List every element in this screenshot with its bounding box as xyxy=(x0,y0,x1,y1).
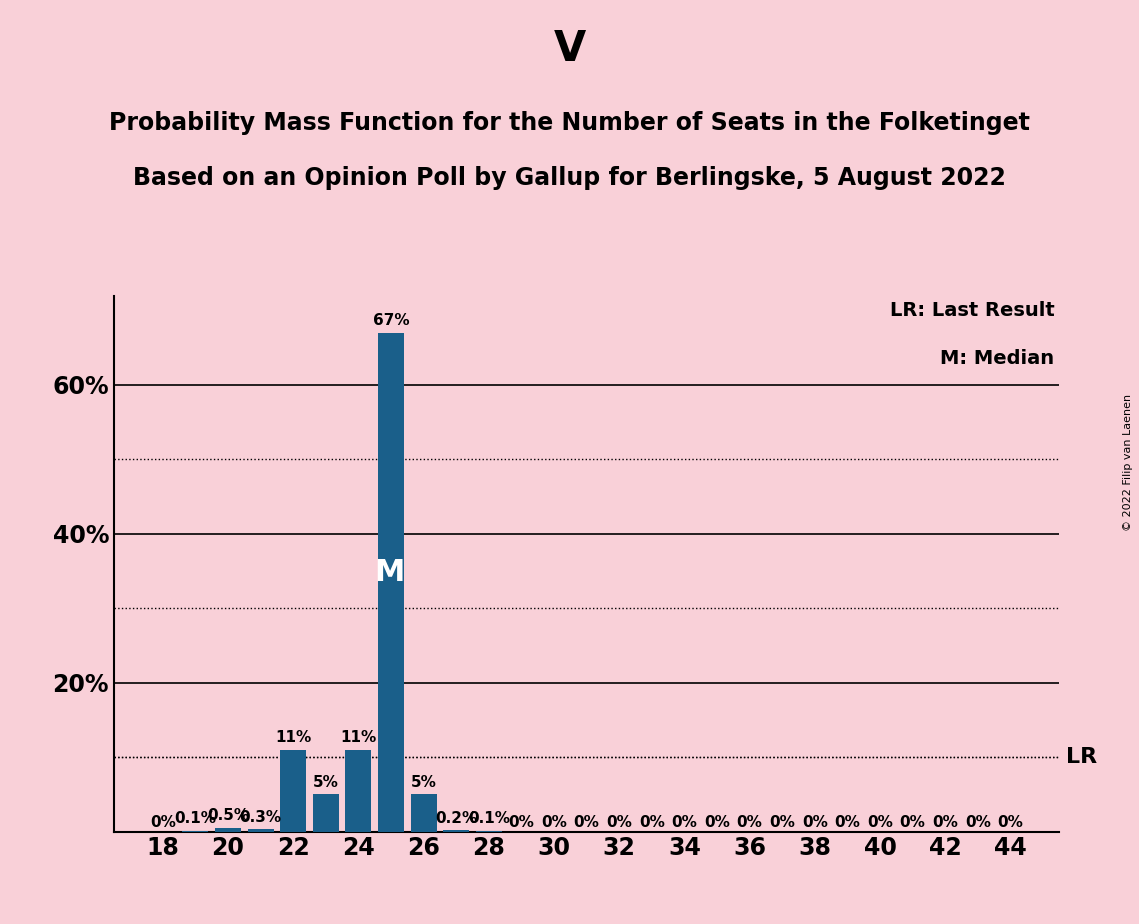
Text: 0%: 0% xyxy=(835,815,860,830)
Text: 0%: 0% xyxy=(867,815,893,830)
Bar xyxy=(215,828,241,832)
Text: Based on an Opinion Poll by Gallup for Berlingske, 5 August 2022: Based on an Opinion Poll by Gallup for B… xyxy=(133,166,1006,190)
Text: 0%: 0% xyxy=(769,815,795,830)
Text: M: Median: M: Median xyxy=(941,349,1055,369)
Text: © 2022 Filip van Laenen: © 2022 Filip van Laenen xyxy=(1123,394,1133,530)
Text: 5%: 5% xyxy=(411,775,436,790)
Text: 5%: 5% xyxy=(313,775,338,790)
Text: 0%: 0% xyxy=(508,815,534,830)
Text: 0%: 0% xyxy=(900,815,926,830)
Text: 11%: 11% xyxy=(341,730,377,746)
Bar xyxy=(280,749,306,832)
Text: 0%: 0% xyxy=(965,815,991,830)
Text: 0%: 0% xyxy=(998,815,1023,830)
Text: 0.1%: 0.1% xyxy=(468,811,510,826)
Bar xyxy=(378,333,404,832)
Text: 67%: 67% xyxy=(372,313,409,328)
Bar xyxy=(345,749,371,832)
Text: M: M xyxy=(375,558,404,587)
Text: LR: LR xyxy=(1066,748,1097,767)
Text: 0%: 0% xyxy=(574,815,599,830)
Text: 0.3%: 0.3% xyxy=(239,810,281,825)
Text: V: V xyxy=(554,28,585,69)
Text: LR: Last Result: LR: Last Result xyxy=(890,301,1055,320)
Text: 0.5%: 0.5% xyxy=(207,808,249,823)
Text: 0%: 0% xyxy=(639,815,665,830)
Text: 0%: 0% xyxy=(802,815,828,830)
Text: 0%: 0% xyxy=(704,815,730,830)
Text: 0%: 0% xyxy=(606,815,632,830)
Bar xyxy=(410,795,436,832)
Text: 0%: 0% xyxy=(672,815,697,830)
Text: 0%: 0% xyxy=(150,815,175,830)
Text: 0%: 0% xyxy=(737,815,762,830)
Bar xyxy=(313,795,338,832)
Text: Probability Mass Function for the Number of Seats in the Folketinget: Probability Mass Function for the Number… xyxy=(109,111,1030,135)
Text: 0%: 0% xyxy=(541,815,567,830)
Bar xyxy=(247,830,273,832)
Bar xyxy=(443,830,469,832)
Text: 0.2%: 0.2% xyxy=(435,810,477,826)
Text: 0%: 0% xyxy=(932,815,958,830)
Text: 0.1%: 0.1% xyxy=(174,811,216,826)
Text: 11%: 11% xyxy=(276,730,311,746)
